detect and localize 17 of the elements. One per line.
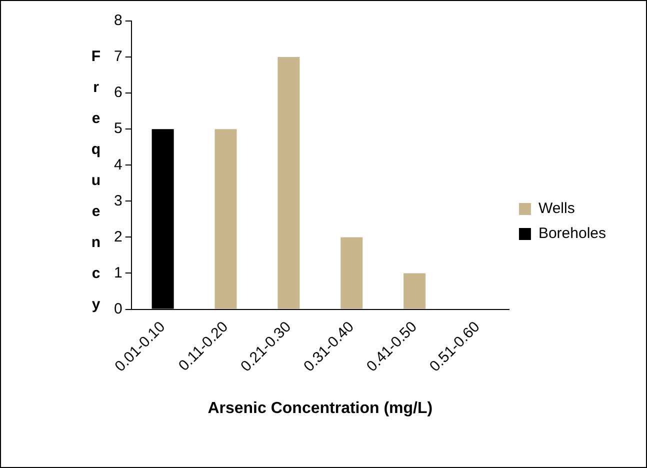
- y-tick-label: 0: [114, 300, 122, 318]
- y-tick-label: 8: [114, 12, 122, 30]
- y-tick-label: 3: [114, 192, 122, 210]
- bar: [340, 237, 363, 309]
- y-tick-label: 1: [114, 264, 122, 282]
- y-tick-label: 5: [114, 120, 122, 138]
- legend-label: Wells: [538, 200, 575, 218]
- bar: [404, 273, 426, 309]
- text: Frequency: [91, 48, 101, 313]
- y-tick-label: 4: [114, 156, 122, 174]
- bar: [214, 129, 237, 309]
- y-tick-label: 6: [114, 84, 122, 102]
- x-axis-title: Arsenic Concentration (mg/L): [208, 400, 433, 417]
- legend-label: Boreholes: [538, 225, 606, 242]
- y-tick-label: 2: [114, 228, 122, 246]
- y-tick-label: 7: [114, 48, 122, 66]
- bar: [278, 57, 300, 309]
